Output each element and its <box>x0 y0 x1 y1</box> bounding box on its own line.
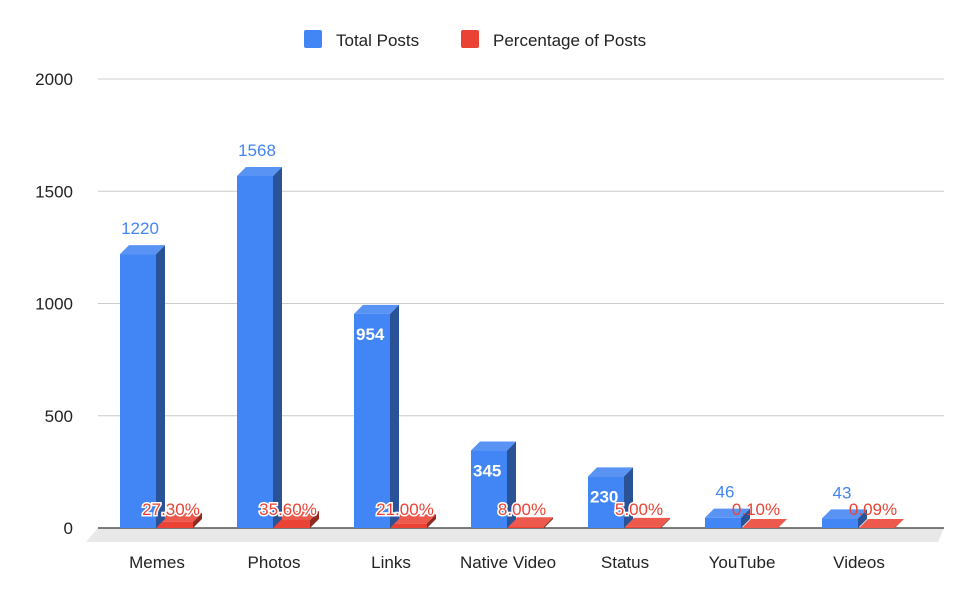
bar-percentage-native-video <box>508 517 553 528</box>
bar-total-status-top <box>588 467 633 477</box>
bar-percentage-memes-front <box>157 521 193 528</box>
bar-total-youtube-top <box>705 508 750 518</box>
bar-total-youtube-side <box>741 508 750 528</box>
legend-swatch-percentage-of-posts <box>461 30 479 48</box>
label-total-youtube: 46 <box>716 483 735 502</box>
bar-percentage-youtube-top <box>742 518 787 528</box>
bar-total-youtube <box>705 508 750 528</box>
data-labels: 1220 27.30% 1568 35.60% 954 21.00% 345 8.00% 230… <box>121 141 897 521</box>
x-tick-memes: Memes <box>129 553 185 572</box>
bar-percentage-status-front <box>625 526 661 528</box>
bar-percentage-memes-side <box>193 512 202 528</box>
bar-percentage-memes-top <box>157 512 202 522</box>
bar-percentage-memes <box>157 512 202 528</box>
bar-percentage-photos-front <box>274 520 310 528</box>
bar-percentage-youtube-side <box>778 518 787 528</box>
bar-total-youtube-front <box>705 517 741 528</box>
bar-percentage-status-side <box>661 517 670 528</box>
bar-percentage-status-top <box>625 517 670 527</box>
label-total-native-video: 345 <box>473 462 501 481</box>
bar-total-native-video-front <box>471 450 507 528</box>
bar-total-links-top <box>354 304 399 314</box>
bar-percentage-links <box>391 514 436 528</box>
chart-floor <box>86 528 944 542</box>
x-axis: Memes Photos Links Native Video Status YouTub… <box>129 553 885 572</box>
gridlines <box>98 78 944 529</box>
label-percentage-photos: 35.60% <box>259 500 317 519</box>
bar-percentage-videos-side <box>895 518 904 528</box>
bar-total-status-front <box>588 476 624 528</box>
bar-total-links-front <box>354 313 390 528</box>
bar-total-photos-front <box>237 175 273 528</box>
x-tick-youtube: YouTube <box>709 553 776 572</box>
bar-percentage-photos <box>274 511 319 528</box>
label-percentage-links: 21.00% <box>376 500 434 519</box>
bar-total-photos-top <box>237 166 282 176</box>
y-tick-1500: 1500 <box>35 182 73 201</box>
legend-item-total-posts[interactable]: Total Posts <box>304 30 419 50</box>
label-percentage-youtube: 0.10% <box>732 500 780 519</box>
bar-total-videos <box>822 509 867 528</box>
bars <box>120 166 904 529</box>
bar-percentage-photos-side <box>310 511 319 528</box>
legend-label-percentage-of-posts: Percentage of Posts <box>493 31 646 50</box>
y-tick-500: 500 <box>45 407 73 426</box>
y-tick-1000: 1000 <box>35 295 73 314</box>
bar-total-memes <box>120 245 165 529</box>
bar-percentage-links-front <box>391 523 427 528</box>
x-tick-photos: Photos <box>248 553 301 572</box>
x-tick-videos: Videos <box>833 553 885 572</box>
y-tick-2000: 2000 <box>35 70 73 89</box>
label-total-photos: 1568 <box>238 141 276 160</box>
bar-total-videos-side <box>858 509 867 528</box>
legend-label-total-posts: Total Posts <box>336 31 419 50</box>
bar-total-links-side <box>390 304 399 528</box>
bar-percentage-photos-top <box>274 511 319 521</box>
bar-total-videos-front <box>822 518 858 528</box>
legend-item-percentage-of-posts[interactable]: Percentage of Posts <box>461 30 646 50</box>
label-total-status: 230 <box>590 487 618 506</box>
bar-total-photos <box>237 166 282 528</box>
bar-percentage-native-video-side <box>544 517 553 528</box>
bar-total-memes-side <box>156 245 165 529</box>
bar-total-native-video <box>471 441 516 528</box>
bar-percentage-youtube <box>742 518 787 528</box>
y-tick-0: 0 <box>64 519 73 538</box>
x-tick-status: Status <box>601 553 649 572</box>
bar-percentage-status <box>625 517 670 528</box>
bar-total-status <box>588 467 633 528</box>
x-tick-native-video: Native Video <box>460 553 556 572</box>
bar-total-links <box>354 304 399 528</box>
label-percentage-memes: 27.30% <box>142 500 200 519</box>
label-total-memes: 1220 <box>121 219 159 238</box>
floor-plane <box>86 528 944 542</box>
bar-total-memes-front <box>120 254 156 529</box>
legend: Total Posts Percentage of Posts <box>304 30 646 50</box>
label-percentage-status: 5.00% <box>615 500 663 519</box>
bar-total-photos-side <box>273 166 282 528</box>
x-tick-links: Links <box>371 553 411 572</box>
bar-total-native-video-top <box>471 441 516 451</box>
bar-total-memes-top <box>120 245 165 255</box>
bar-total-videos-top <box>822 509 867 519</box>
label-total-videos: 43 <box>833 483 852 502</box>
legend-swatch-total-posts <box>304 30 322 48</box>
bar-total-native-video-side <box>507 441 516 528</box>
bar-percentage-links-top <box>391 514 436 524</box>
label-percentage-native-video: 8.00% <box>498 500 546 519</box>
bar-total-status-side <box>624 467 633 528</box>
label-total-links: 954 <box>356 325 385 344</box>
bar-percentage-links-side <box>427 514 436 528</box>
bar-percentage-native-video-front <box>508 526 544 528</box>
y-axis: 0 500 1000 1500 2000 <box>35 70 73 538</box>
bar-percentage-videos <box>859 518 904 528</box>
label-percentage-videos: 0.09% <box>849 500 897 519</box>
bar-percentage-videos-top <box>859 518 904 528</box>
bar-percentage-native-video-top <box>508 517 553 527</box>
